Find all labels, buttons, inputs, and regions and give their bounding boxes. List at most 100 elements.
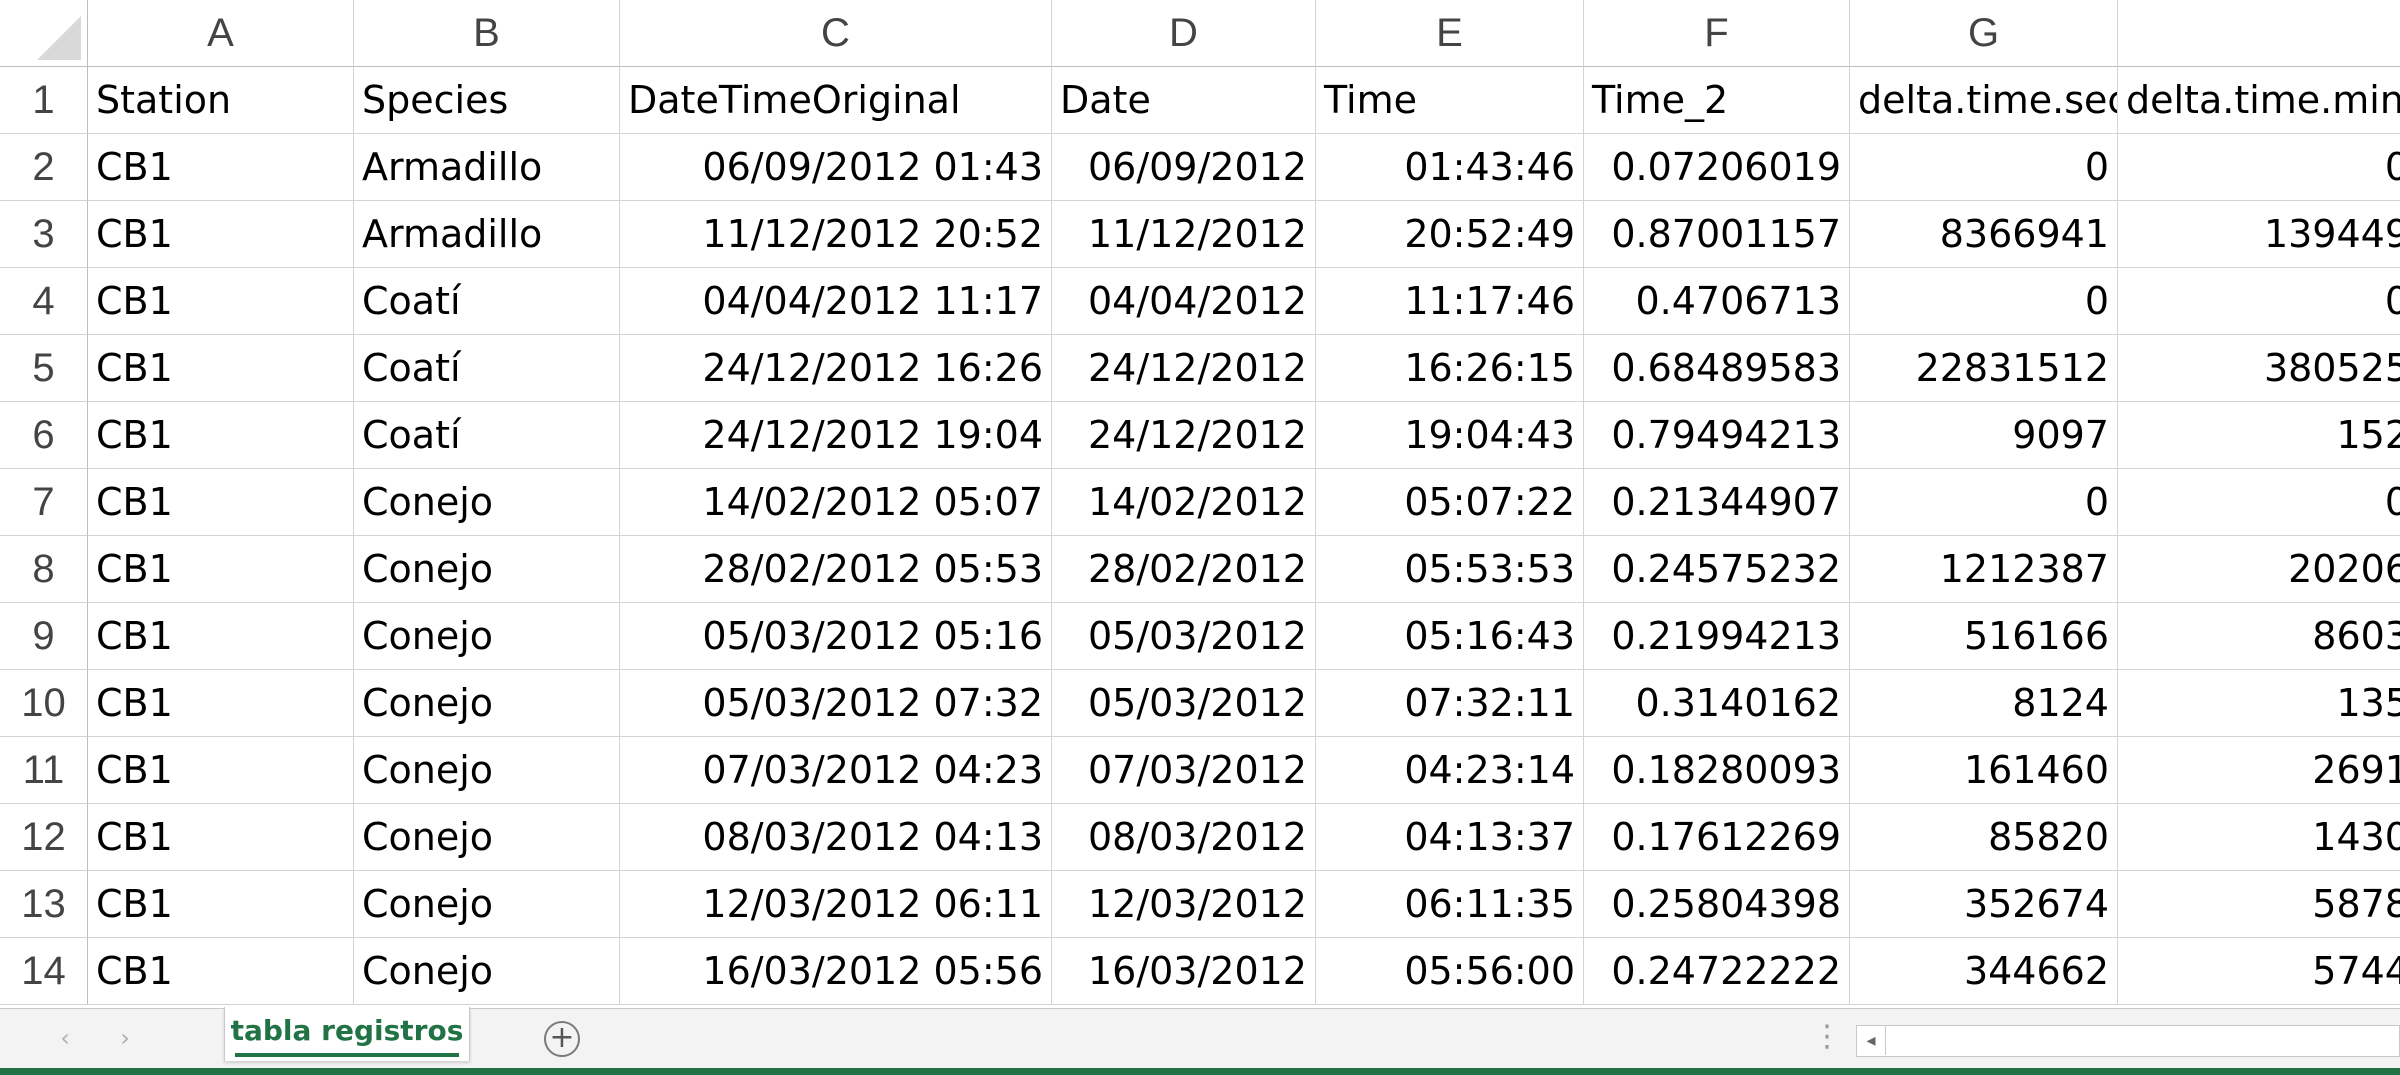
header-cell-h[interactable]: delta.time.mins xyxy=(2118,67,2400,134)
overflow-cell[interactable] xyxy=(2118,804,2400,871)
cell-b[interactable]: Conejo xyxy=(354,804,620,871)
cell-c[interactable]: 04/04/2012 11:17 xyxy=(620,268,1052,335)
header-cell-b[interactable]: Species xyxy=(354,67,620,134)
cell-b[interactable]: Conejo xyxy=(354,871,620,938)
cell-b[interactable]: Coatí xyxy=(354,402,620,469)
cell-d[interactable]: 14/02/2012 xyxy=(1052,469,1316,536)
cell-h[interactable]: 5878 xyxy=(2118,871,2400,938)
cell-d[interactable]: 24/12/2012 xyxy=(1052,402,1316,469)
cell-g[interactable]: 161460 xyxy=(1850,737,2118,804)
cell-a[interactable]: CB1 xyxy=(88,469,354,536)
cell-d[interactable]: 24/12/2012 xyxy=(1052,335,1316,402)
cell-f[interactable]: 0.25804398 xyxy=(1584,871,1850,938)
row-number[interactable]: 13 xyxy=(0,871,88,938)
header-cell-a[interactable]: Station xyxy=(88,67,354,134)
cell-f[interactable]: 0.21994213 xyxy=(1584,603,1850,670)
header-cell-f[interactable]: Time_2 xyxy=(1584,67,1850,134)
cell-h[interactable]: 20206 xyxy=(2118,536,2400,603)
cell-e[interactable]: 19:04:43 xyxy=(1316,402,1584,469)
cell-f[interactable]: 0.24575232 xyxy=(1584,536,1850,603)
overflow-cell[interactable] xyxy=(2118,469,2400,536)
cell-g[interactable]: 344662 xyxy=(1850,938,2118,1005)
overflow-cell[interactable] xyxy=(2118,402,2400,469)
row-number[interactable]: 14 xyxy=(0,938,88,1005)
overflow-cell[interactable] xyxy=(2118,938,2400,1005)
column-header-e[interactable]: E xyxy=(1316,0,1584,67)
row-number[interactable]: 5 xyxy=(0,335,88,402)
cell-c[interactable]: 11/12/2012 20:52 xyxy=(620,201,1052,268)
row-number[interactable]: 2 xyxy=(0,134,88,201)
cell-b[interactable]: Conejo xyxy=(354,536,620,603)
cell-f[interactable]: 0.87001157 xyxy=(1584,201,1850,268)
cell-c[interactable]: 14/02/2012 05:07 xyxy=(620,469,1052,536)
cell-a[interactable]: CB1 xyxy=(88,268,354,335)
overflow-cell[interactable] xyxy=(2118,536,2400,603)
header-cell-c[interactable]: DateTimeOriginal xyxy=(620,67,1052,134)
cell-g[interactable]: 0 xyxy=(1850,469,2118,536)
column-header-c[interactable]: C xyxy=(620,0,1052,67)
cell-g[interactable]: 0 xyxy=(1850,134,2118,201)
header-cell-d[interactable]: Date xyxy=(1052,67,1316,134)
overflow-cell[interactable] xyxy=(2118,67,2400,134)
cell-a[interactable]: CB1 xyxy=(88,737,354,804)
cell-f[interactable]: 0.21344907 xyxy=(1584,469,1850,536)
cell-d[interactable]: 08/03/2012 xyxy=(1052,804,1316,871)
cell-b[interactable]: Armadillo xyxy=(354,134,620,201)
cell-g[interactable]: 0 xyxy=(1850,268,2118,335)
cell-g[interactable]: 22831512 xyxy=(1850,335,2118,402)
cell-f[interactable]: 0.07206019 xyxy=(1584,134,1850,201)
row-number[interactable]: 10 xyxy=(0,670,88,737)
cell-a[interactable]: CB1 xyxy=(88,938,354,1005)
cell-b[interactable]: Armadillo xyxy=(354,201,620,268)
row-number[interactable]: 3 xyxy=(0,201,88,268)
cell-f[interactable]: 0.79494213 xyxy=(1584,402,1850,469)
scroll-left-arrow-icon[interactable]: ◂ xyxy=(1857,1026,1886,1055)
cell-c[interactable]: 07/03/2012 04:23 xyxy=(620,737,1052,804)
cell-f[interactable]: 0.3140162 xyxy=(1584,670,1850,737)
cell-g[interactable]: 8124 xyxy=(1850,670,2118,737)
column-header-b[interactable]: B xyxy=(354,0,620,67)
cell-c[interactable]: 28/02/2012 05:53 xyxy=(620,536,1052,603)
cell-f[interactable]: 0.68489583 xyxy=(1584,335,1850,402)
cell-c[interactable]: 16/03/2012 05:56 xyxy=(620,938,1052,1005)
cell-c[interactable]: 05/03/2012 07:32 xyxy=(620,670,1052,737)
cell-d[interactable]: 05/03/2012 xyxy=(1052,670,1316,737)
overflow-cell[interactable] xyxy=(2118,670,2400,737)
cell-b[interactable]: Coatí xyxy=(354,335,620,402)
cell-g[interactable]: 9097 xyxy=(1850,402,2118,469)
overflow-cell[interactable] xyxy=(2118,335,2400,402)
cell-e[interactable]: 01:43:46 xyxy=(1316,134,1584,201)
cell-e[interactable]: 05:53:53 xyxy=(1316,536,1584,603)
cell-a[interactable]: CB1 xyxy=(88,603,354,670)
cell-e[interactable]: 16:26:15 xyxy=(1316,335,1584,402)
cell-f[interactable]: 0.24722222 xyxy=(1584,938,1850,1005)
cell-h[interactable]: 2691 xyxy=(2118,737,2400,804)
cell-b[interactable]: Conejo xyxy=(354,737,620,804)
cell-e[interactable]: 04:23:14 xyxy=(1316,737,1584,804)
select-all-corner[interactable] xyxy=(0,0,88,67)
row-number[interactable]: 1 xyxy=(0,67,88,134)
column-header-g[interactable]: G xyxy=(1850,0,2118,67)
cell-g[interactable]: 352674 xyxy=(1850,871,2118,938)
cell-b[interactable]: Conejo xyxy=(354,670,620,737)
overflow-cell[interactable] xyxy=(2118,268,2400,335)
row-number[interactable]: 9 xyxy=(0,603,88,670)
row-number[interactable]: 6 xyxy=(0,402,88,469)
cell-d[interactable]: 28/02/2012 xyxy=(1052,536,1316,603)
header-cell-g[interactable]: delta.time.secs xyxy=(1850,67,2118,134)
column-header-d[interactable]: D xyxy=(1052,0,1316,67)
row-number[interactable]: 7 xyxy=(0,469,88,536)
cell-f[interactable]: 0.18280093 xyxy=(1584,737,1850,804)
cell-g[interactable]: 85820 xyxy=(1850,804,2118,871)
cell-a[interactable]: CB1 xyxy=(88,335,354,402)
cell-d[interactable]: 12/03/2012 xyxy=(1052,871,1316,938)
cell-f[interactable]: 0.4706713 xyxy=(1584,268,1850,335)
cell-b[interactable]: Coatí xyxy=(354,268,620,335)
scroll-tabs-right-icon[interactable]: › xyxy=(120,1024,130,1052)
horizontal-scrollbar[interactable]: ◂ xyxy=(1856,1025,2400,1057)
row-number[interactable]: 4 xyxy=(0,268,88,335)
cell-c[interactable]: 05/03/2012 05:16 xyxy=(620,603,1052,670)
column-header-f[interactable]: F xyxy=(1584,0,1850,67)
cell-h[interactable]: 380525 xyxy=(2118,335,2400,402)
row-number[interactable]: 11 xyxy=(0,737,88,804)
